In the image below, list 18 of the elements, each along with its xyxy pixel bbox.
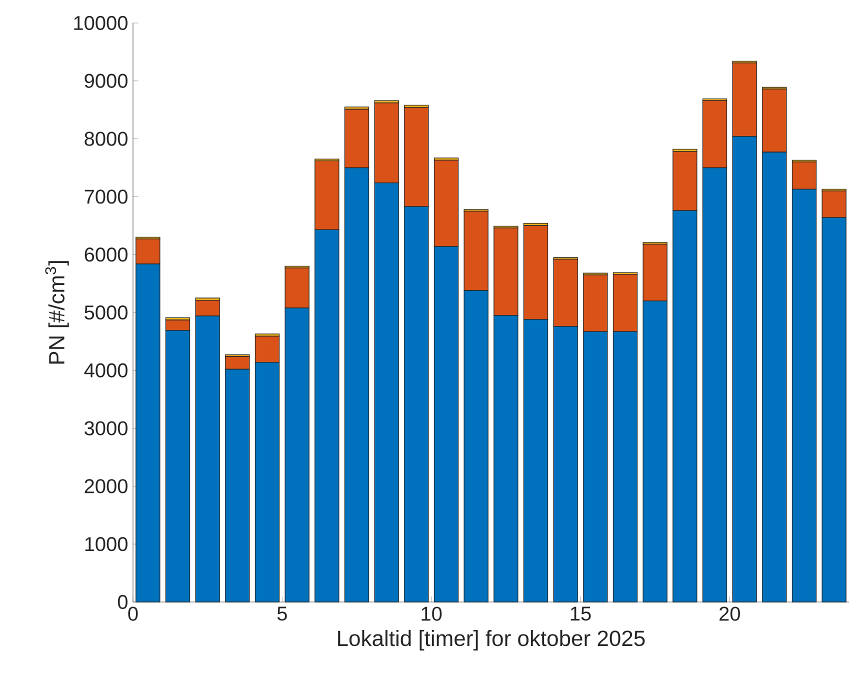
y-tick-label: 3000 bbox=[84, 421, 128, 436]
y-tick-label: 2000 bbox=[84, 479, 128, 494]
y-tick-label: 6000 bbox=[84, 248, 128, 262]
x-tick-label: 20 bbox=[720, 606, 740, 621]
y-tick-label: 9000 bbox=[84, 74, 128, 88]
y-tick-label: 5000 bbox=[84, 305, 128, 320]
y-tick-label: 0 bbox=[118, 594, 128, 610]
y-tick-label: 1000 bbox=[85, 537, 128, 552]
x-tick-label: 0 bbox=[128, 606, 138, 621]
x-tick-label: 15 bbox=[570, 606, 591, 621]
y-tick-label: 4000 bbox=[84, 363, 128, 378]
x-axis-title: Lokaltid [timer] for oktober 2025 bbox=[338, 630, 645, 651]
x-tick-label: 10 bbox=[422, 606, 442, 621]
y-tick-label: 10000 bbox=[74, 16, 128, 30]
y-axis-title: PN [#/cm$^{3}$] bbox=[45, 261, 69, 364]
y-tick-label: 7000 bbox=[84, 190, 128, 204]
y-tick-label: 8000 bbox=[84, 132, 128, 146]
x-tick-label: 5 bbox=[277, 606, 287, 621]
